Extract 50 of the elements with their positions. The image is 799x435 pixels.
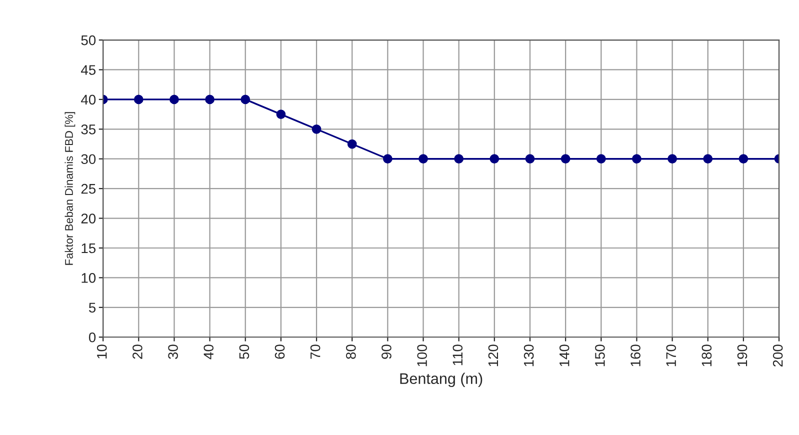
point [596, 154, 606, 164]
point [560, 154, 570, 164]
y-tick-label: 50 [81, 35, 96, 46]
point [703, 154, 713, 164]
x-tick-label: 30 [168, 344, 178, 359]
x-tick-label: 190 [737, 344, 748, 366]
point [382, 154, 392, 164]
y-axis-title: Faktor Beban Dinamis FBD [%] [64, 112, 76, 265]
x-tick-label: 40 [204, 344, 214, 360]
point [276, 110, 286, 119]
point [668, 154, 677, 164]
x-tick-label: 180 [702, 344, 712, 366]
point [312, 124, 322, 134]
x-tick-label: 80 [346, 344, 356, 359]
x-tick-label: 60 [274, 344, 285, 359]
x-tick-label: 100 [417, 344, 427, 366]
x-tick-label: 120 [488, 344, 498, 366]
x-tick-label: 50 [239, 344, 250, 359]
y-tick-label: 45 [81, 65, 96, 75]
point [134, 94, 144, 104]
y-tick-label: 20 [81, 214, 96, 224]
x-tick-label: 170 [666, 344, 676, 366]
y-tick-label: 40 [81, 94, 96, 105]
x-tick-label: 130 [524, 344, 534, 366]
y-tick-label: 10 [82, 273, 96, 283]
y-tick-label: 5 [88, 302, 96, 313]
point [347, 139, 357, 149]
x-tick-label: 90 [382, 344, 392, 359]
point [205, 94, 214, 104]
point [240, 94, 250, 104]
x-tick-label: 70 [310, 344, 320, 359]
y-tick-label: 25 [81, 184, 96, 194]
point [632, 154, 642, 164]
x-tick-label: 150 [595, 344, 605, 366]
point [490, 154, 500, 164]
x-tick-label: 160 [630, 344, 640, 366]
y-tick-label: 0 [88, 332, 96, 342]
y-tick-label: 15 [82, 243, 96, 254]
x-tick-label: 20 [132, 344, 142, 359]
point [525, 154, 535, 164]
point [454, 154, 464, 164]
x-axis-title: Bentang (m) [400, 372, 482, 388]
x-tick-label: 200 [772, 344, 783, 367]
y-tick-label: 35 [81, 124, 96, 134]
point [170, 94, 179, 104]
y-tick-label: 30 [81, 154, 96, 164]
x-tick-label: 110 [452, 344, 463, 366]
point [418, 154, 428, 164]
point [738, 154, 748, 164]
x-tick-label: 140 [559, 344, 570, 366]
